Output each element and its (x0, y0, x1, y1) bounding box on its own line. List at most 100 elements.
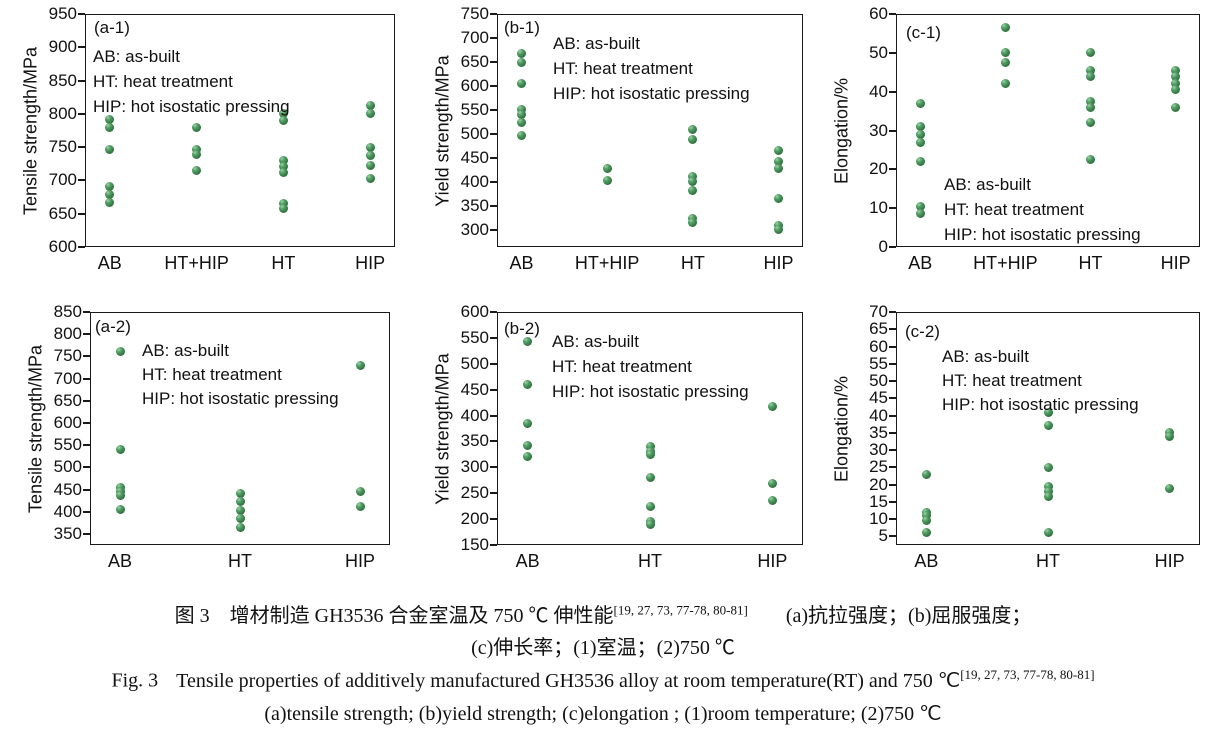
data-point (1086, 102, 1096, 112)
x-category-label: HT (680, 253, 705, 273)
data-point (365, 142, 375, 152)
legend-abbreviations: AB: as-built HT: heat treatment HIP: hot i… (142, 339, 339, 411)
y-tick-mark (83, 444, 90, 447)
y-tick-label: 650 (460, 52, 489, 72)
x-category-label: AB (515, 551, 540, 571)
y-tick-label: 5 (878, 526, 888, 546)
axis-box-b-1 (497, 14, 803, 247)
data-point (915, 122, 925, 132)
y-tick-mark (490, 518, 497, 521)
data-point (915, 201, 925, 211)
y-tick-label: 45 (869, 388, 888, 408)
data-point (1171, 79, 1181, 89)
x-category-label: HT (1036, 551, 1060, 571)
panel-label: (a-1) (94, 18, 130, 37)
y-tick-label: 35 (869, 422, 888, 442)
panel-label: (c-1) (906, 23, 941, 42)
data-point (516, 117, 526, 127)
y-tick-label: 550 (53, 435, 82, 455)
data-point (774, 193, 784, 203)
data-point (235, 497, 245, 506)
legend-line: HIP: hot isostatic pressing (944, 225, 1141, 244)
y-tick-label: 450 (460, 148, 489, 168)
data-point (1171, 85, 1181, 95)
data-point (774, 156, 784, 166)
data-point (115, 504, 125, 514)
y-tick-mark (83, 466, 90, 469)
y-tick-mark (83, 399, 90, 402)
data-point (235, 506, 245, 516)
data-point (115, 490, 125, 500)
y-tick-mark (490, 85, 497, 88)
data-point (602, 163, 612, 173)
data-point (767, 495, 777, 505)
y-tick-label: 700 (53, 368, 82, 388)
y-tick-label: 950 (48, 4, 77, 23)
y-tick-label: 650 (48, 203, 77, 223)
data-point (645, 442, 655, 452)
y-tick-label: 400 (460, 405, 489, 425)
y-tick-label: 300 (460, 457, 489, 477)
y-tick-mark (490, 61, 497, 64)
legend-abbreviations: AB: as-built HT: heat treatment HIP: hot i… (942, 345, 1139, 417)
y-axis-title: Tensile strength/MPa (20, 46, 40, 215)
y-tick-mark (889, 397, 896, 400)
y-tick-mark (889, 90, 896, 93)
y-tick-mark (490, 414, 497, 417)
y-tick-mark (889, 129, 896, 132)
y-axis-title: Yield strength/MPa (432, 352, 452, 505)
data-point (915, 98, 925, 108)
y-tick-label: 350 (460, 431, 489, 451)
data-point (365, 151, 375, 161)
data-point (774, 225, 784, 235)
y-tick-label: 70 (869, 302, 888, 321)
data-point (1086, 96, 1096, 106)
data-point (1086, 118, 1096, 128)
legend-line: HIP: hot isostatic pressing (93, 97, 290, 116)
y-tick-mark (490, 336, 497, 339)
y-tick-mark (490, 440, 497, 443)
legend-line: HT: heat treatment (552, 357, 692, 376)
x-category-label: HT (271, 253, 296, 273)
y-tick-mark (78, 112, 85, 115)
data-point (1086, 71, 1096, 81)
y-tick-label: 750 (460, 4, 489, 23)
y-tick-label: 50 (869, 371, 888, 391)
y-tick-label: 15 (869, 491, 888, 511)
y-tick-mark (490, 311, 497, 313)
data-point (278, 108, 288, 118)
y-tick-mark (490, 229, 497, 232)
y-tick-mark (889, 246, 896, 248)
data-point (115, 445, 125, 455)
y-tick-label: 10 (869, 198, 888, 218)
data-point (602, 175, 612, 185)
data-point (235, 522, 245, 532)
data-point (523, 451, 533, 461)
x-category-label: HIP (344, 551, 375, 571)
data-point (365, 173, 375, 183)
y-tick-label: 600 (53, 412, 82, 432)
y-tick-mark (83, 311, 90, 313)
y-tick-mark (490, 13, 497, 15)
data-point (688, 134, 698, 144)
x-category-label: HIP (757, 551, 788, 571)
data-point (1165, 431, 1175, 441)
data-point (767, 478, 777, 488)
data-point (645, 450, 655, 460)
axis-box-c-2 (896, 312, 1200, 545)
data-point (516, 78, 526, 88)
data-point (645, 472, 655, 482)
y-tick-mark (490, 362, 497, 365)
y-tick-mark (889, 500, 896, 503)
y-tick-mark (490, 388, 497, 391)
y-tick-label: 250 (460, 483, 489, 503)
y-tick-mark (490, 157, 497, 160)
y-tick-mark (889, 328, 896, 331)
x-category-label: AB (509, 253, 534, 273)
y-tick-label: 50 (869, 42, 888, 62)
data-point (516, 48, 526, 58)
x-category-label: HIP (1154, 551, 1185, 571)
data-point (688, 217, 698, 227)
y-tick-mark (83, 355, 90, 358)
y-tick-mark (889, 380, 896, 383)
